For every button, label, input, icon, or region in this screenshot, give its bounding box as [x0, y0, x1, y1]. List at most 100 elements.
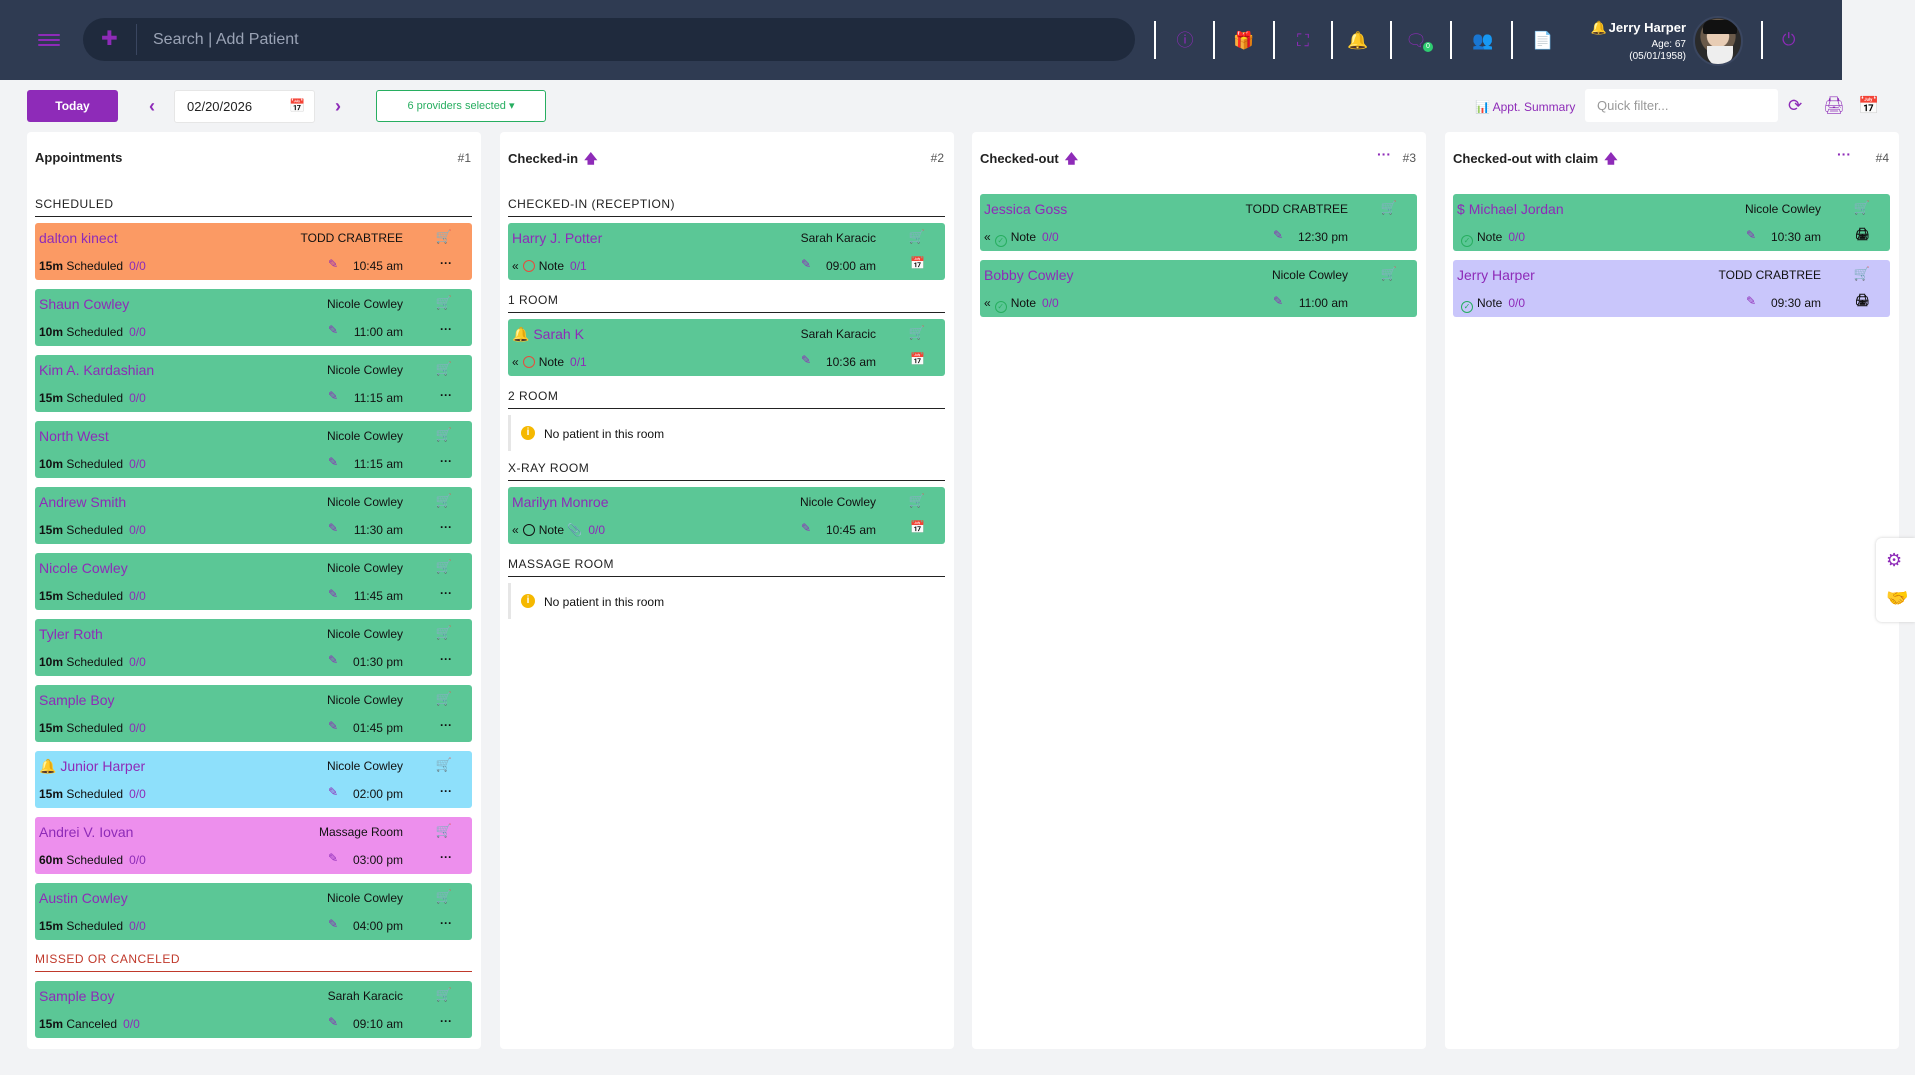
appointment-card[interactable]: Shaun Cowley Nicole Cowley 🛒 10m Scheduled 0… — [35, 289, 472, 346]
edit-icon[interactable]: ✎ — [327, 587, 338, 601]
edit-icon[interactable]: ✎ — [327, 917, 338, 931]
patient-name[interactable]: dalton kinect — [39, 230, 118, 246]
edit-icon[interactable]: ✎ — [1745, 294, 1756, 308]
cart-icon[interactable]: 🛒 — [435, 295, 452, 310]
cart-icon[interactable]: 🛒 — [435, 889, 452, 904]
patient-name[interactable]: Marilyn Monroe — [512, 494, 608, 510]
patient-name[interactable]: Bobby Cowley — [984, 267, 1074, 283]
appointment-card[interactable]: Sample Boy Sarah Karacic 🛒 15m Canceled 0/0 ✎… — [35, 981, 472, 1038]
chevron-right-icon[interactable]: › — [335, 96, 341, 116]
appointment-card[interactable]: 🔔 Junior Harper Nicole Cowley 🛒 15m Schedul… — [35, 751, 472, 808]
patient-name[interactable]: 🔔 Sarah K — [512, 326, 584, 343]
calendar-check-icon[interactable]: 📅 — [910, 256, 925, 270]
avatar[interactable] — [1693, 16, 1743, 66]
edit-icon[interactable]: ✎ — [800, 353, 811, 367]
calendar-check-icon[interactable]: 📅 — [910, 520, 925, 534]
appointment-card[interactable]: North West Nicole Cowley 🛒 10m Scheduled 0/0… — [35, 421, 472, 478]
arrow-up-icon[interactable]: 🡅 — [584, 151, 598, 166]
add-user-icon[interactable]: ✚ — [101, 28, 118, 50]
calendar-check-icon[interactable]: 📅 — [910, 352, 925, 366]
document-icon[interactable]: 📄 — [1532, 31, 1554, 50]
handshake-icon[interactable]: 🤝 — [1886, 588, 1909, 608]
appointment-card[interactable]: Nicole Cowley Nicole Cowley 🛒 15m Scheduled… — [35, 553, 472, 610]
patient-card[interactable]: Jerry Harper TODD CRABTREE 🛒 ✓ Note 0/0 ✎ 09:30… — [1453, 260, 1890, 317]
cart-icon[interactable]: 🛒 — [435, 625, 452, 640]
patient-card[interactable]: Jessica Goss TODD CRABTREE 🛒 «✓ Note 0/0 ✎ 12:3… — [980, 194, 1417, 251]
cart-icon[interactable]: 🛒 — [435, 493, 452, 508]
patient-name[interactable]: Shaun Cowley — [39, 296, 129, 312]
edit-icon[interactable]: ✎ — [327, 323, 338, 337]
providers-dropdown[interactable]: 6 providers selected ▾ — [376, 90, 546, 122]
more-icon[interactable]: ··· — [1837, 146, 1851, 162]
cart-icon[interactable]: 🛒 — [908, 325, 925, 340]
appointment-card[interactable]: dalton kinect TODD CRABTREE 🛒 15m Scheduled… — [35, 223, 472, 280]
more-icon[interactable]: ··· — [440, 784, 452, 798]
edit-icon[interactable]: ✎ — [327, 653, 338, 667]
more-icon[interactable]: ··· — [1377, 146, 1391, 162]
double-chevron-left-icon[interactable]: « — [512, 259, 519, 273]
patient-card[interactable]: Harry J. Potter Sarah Karacic 🛒 « Note 0/1 ✎ 09… — [508, 223, 945, 280]
edit-icon[interactable]: ✎ — [327, 257, 338, 271]
patient-name[interactable]: Andrei V. Iovan — [39, 824, 133, 840]
patient-name[interactable]: Jessica Goss — [984, 201, 1067, 217]
more-icon[interactable]: ··· — [440, 586, 452, 600]
appointment-card[interactable]: Andrei V. Iovan Massage Room 🛒 60m Schedule… — [35, 817, 472, 874]
edit-icon[interactable]: ✎ — [1745, 228, 1756, 242]
more-icon[interactable]: ··· — [440, 256, 452, 270]
patient-card[interactable]: Bobby Cowley Nicole Cowley 🛒 «✓ Note 0/0 ✎ 11:0… — [980, 260, 1417, 317]
edit-icon[interactable]: ✎ — [1272, 294, 1283, 308]
more-icon[interactable]: ··· — [440, 388, 452, 402]
appointment-card[interactable]: Austin Cowley Nicole Cowley 🛒 15m Scheduled… — [35, 883, 472, 940]
appointment-card[interactable]: Tyler Roth Nicole Cowley 🛒 10m Scheduled 0/0… — [35, 619, 472, 676]
cart-icon[interactable]: 🛒 — [435, 559, 452, 574]
patient-card[interactable]: Marilyn Monroe Nicole Cowley 🛒 « Note 📎 0/0 ✎ 1… — [508, 487, 945, 544]
patient-card[interactable]: 🔔 Sarah K Sarah Karacic 🛒 « Note 0/1 ✎ 10:36 am… — [508, 319, 945, 376]
cart-icon[interactable]: 🛒 — [435, 361, 452, 376]
appointment-card[interactable]: Andrew Smith Nicole Cowley 🛒 15m Scheduled 0… — [35, 487, 472, 544]
calendar-add-icon[interactable]: 📅 — [1858, 96, 1880, 115]
calendar-icon[interactable]: 📅 — [289, 98, 306, 113]
patient-name[interactable]: Andrew Smith — [39, 494, 126, 510]
double-chevron-left-icon[interactable]: « — [984, 230, 991, 244]
appointment-card[interactable]: Sample Boy Nicole Cowley 🛒 15m Scheduled 0/0… — [35, 685, 472, 742]
more-icon[interactable]: ··· — [440, 322, 452, 336]
cart-icon[interactable]: 🛒 — [1380, 200, 1397, 215]
search-input[interactable] — [153, 26, 1053, 54]
cart-icon[interactable]: 🛒 — [435, 427, 452, 442]
arrow-up-icon[interactable]: 🡅 — [1064, 151, 1079, 166]
cart-icon[interactable]: 🛒 — [435, 757, 452, 772]
cart-icon[interactable]: 🛒 — [908, 229, 925, 244]
users-icon[interactable]: 👥 — [1472, 31, 1494, 50]
edit-icon[interactable]: ✎ — [800, 257, 811, 271]
print-icon[interactable]: 🖨 — [1854, 293, 1870, 307]
cart-icon[interactable]: 🛒 — [435, 229, 452, 244]
power-icon[interactable]: ⏻ — [1782, 30, 1796, 49]
double-chevron-left-icon[interactable]: « — [984, 296, 991, 310]
more-icon[interactable]: ··· — [440, 850, 452, 864]
patient-name[interactable]: 🔔 Junior Harper — [39, 758, 145, 775]
help-icon[interactable]: ⓘ — [1176, 31, 1194, 50]
print-icon[interactable]: 🖨 — [1823, 96, 1845, 115]
appointment-card[interactable]: Kim A. Kardashian Nicole Cowley 🛒 15m Sched… — [35, 355, 472, 412]
edit-icon[interactable]: ✎ — [327, 455, 338, 469]
cart-icon[interactable]: 🛒 — [435, 823, 452, 838]
edit-icon[interactable]: ✎ — [327, 719, 338, 733]
patient-name[interactable]: Sample Boy — [39, 988, 114, 1004]
quick-filter-input[interactable] — [1585, 89, 1778, 122]
cart-icon[interactable]: 🛒 — [435, 691, 452, 706]
more-icon[interactable]: ··· — [440, 652, 452, 666]
chevron-left-icon[interactable]: ‹ — [149, 96, 155, 116]
edit-icon[interactable]: ✎ — [1272, 228, 1283, 242]
more-icon[interactable]: ··· — [440, 1014, 452, 1028]
patient-name[interactable]: Jerry Harper — [1457, 267, 1535, 283]
menu-icon[interactable] — [38, 31, 60, 49]
edit-icon[interactable]: ✎ — [327, 521, 338, 535]
today-button[interactable]: Today — [27, 90, 118, 122]
cart-icon[interactable]: 🛒 — [435, 987, 452, 1002]
patient-name[interactable]: Austin Cowley — [39, 890, 128, 906]
more-icon[interactable]: ··· — [440, 718, 452, 732]
arrow-up-icon[interactable]: 🡅 — [1604, 151, 1618, 166]
edit-icon[interactable]: ✎ — [327, 389, 338, 403]
cart-icon[interactable]: 🛒 — [1853, 200, 1870, 215]
user-name[interactable]: 🔔 Jerry Harper — [1590, 20, 1686, 36]
